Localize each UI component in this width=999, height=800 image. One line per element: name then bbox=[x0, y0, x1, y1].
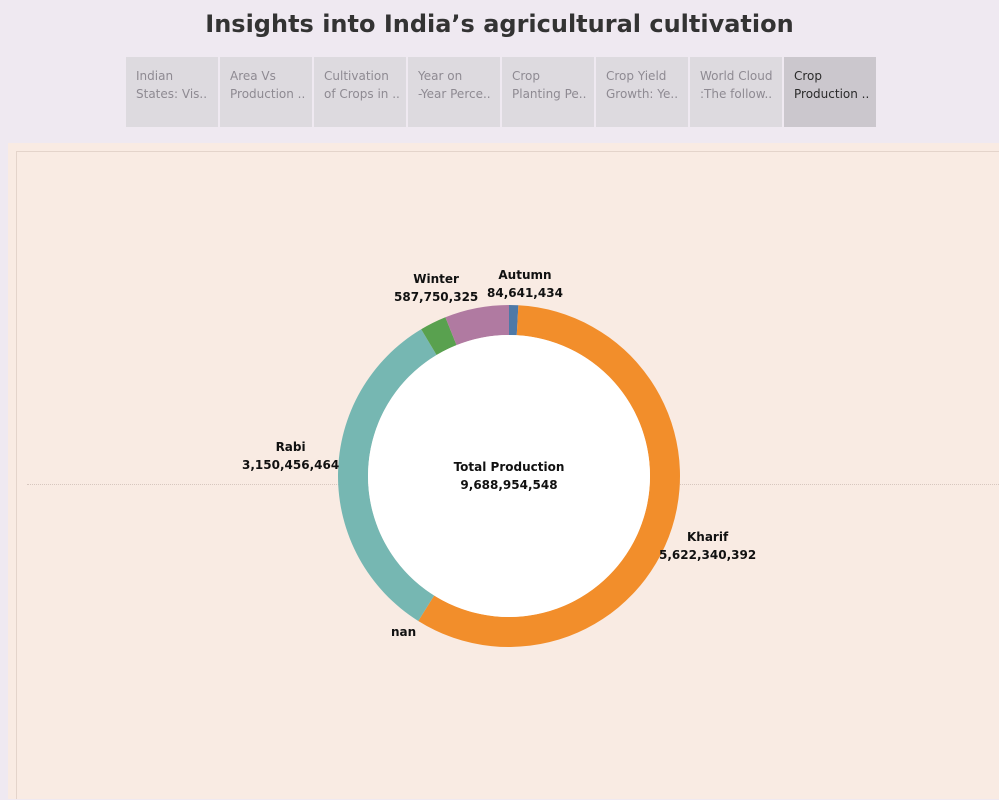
tab-area-vs-production[interactable]: Area Vs Production .. bbox=[220, 57, 312, 127]
tab-label-line2: Production .. bbox=[794, 87, 870, 101]
donut-slice-autumn[interactable] bbox=[509, 305, 519, 336]
tab-crop-production[interactable]: Crop Production .. bbox=[784, 57, 876, 127]
slice-value: 5,622,340,392 bbox=[659, 548, 757, 562]
tab-label-line1: Area Vs bbox=[230, 69, 276, 83]
center-label: Total Production bbox=[453, 460, 565, 474]
tab-label-line2: Growth: Ye.. bbox=[606, 87, 679, 101]
center-total: Total Production 9,688,954,548 bbox=[419, 458, 599, 494]
tab-crop-planting[interactable]: Crop Planting Pe.. bbox=[502, 57, 594, 127]
chart-area: Autumn 84,641,434 Kharif 5,622,340,392 R… bbox=[16, 151, 999, 799]
slice-value: 3,150,456,464 bbox=[242, 458, 340, 472]
tab-label-line2: Planting Pe.. bbox=[512, 87, 587, 101]
tab-world-cloud[interactable]: World Cloud :The follow.. bbox=[690, 57, 782, 127]
tab-year-on-year[interactable]: Year on -Year Perce.. bbox=[408, 57, 500, 127]
slice-name: Autumn bbox=[498, 268, 552, 282]
donut-chart bbox=[338, 305, 680, 647]
slice-label-kharif: Kharif 5,622,340,392 bbox=[659, 528, 756, 564]
tab-cultivation-of-crops[interactable]: Cultivation of Crops in .. bbox=[314, 57, 406, 127]
tab-label-line1: Crop Yield bbox=[606, 69, 667, 83]
tab-label-line1: World Cloud bbox=[700, 69, 773, 83]
donut-slice-winter[interactable] bbox=[445, 305, 509, 346]
slice-value: 84,641,434 bbox=[487, 286, 563, 300]
tab-label-line1: Indian bbox=[136, 69, 174, 83]
tab-label-line2: of Crops in .. bbox=[324, 87, 400, 101]
center-value: 9,688,954,548 bbox=[460, 478, 558, 492]
dashboard-title: Insights into India’s agricultural culti… bbox=[205, 10, 794, 38]
tab-label-line2: States: Vis.. bbox=[136, 87, 208, 101]
tab-label-line1: Cultivation bbox=[324, 69, 389, 83]
chart-panel: Autumn 84,641,434 Kharif 5,622,340,392 R… bbox=[8, 143, 999, 799]
tab-label-line2: Production .. bbox=[230, 87, 306, 101]
slice-name: Winter bbox=[413, 272, 459, 286]
slice-value: 587,750,325 bbox=[394, 290, 479, 304]
tab-crop-yield-growth[interactable]: Crop Yield Growth: Ye.. bbox=[596, 57, 688, 127]
tab-label-line1: Year on bbox=[418, 69, 463, 83]
tab-label-line2: :The follow.. bbox=[700, 87, 773, 101]
slice-label-winter: Winter 587,750,325 bbox=[394, 270, 478, 306]
slice-name: nan bbox=[391, 625, 417, 639]
slice-name: Kharif bbox=[686, 530, 729, 544]
donut-slice-rabi[interactable] bbox=[338, 329, 437, 621]
slice-label-rabi: Rabi 3,150,456,464 bbox=[242, 438, 339, 474]
tab-label-line1: Crop bbox=[512, 69, 541, 83]
donut-slice-nan[interactable] bbox=[421, 317, 457, 356]
story-tabs: Indian States: Vis.. Area Vs Production ..… bbox=[126, 57, 878, 127]
slice-label-nan: nan bbox=[391, 623, 416, 641]
slice-name: Rabi bbox=[275, 440, 306, 454]
tab-label-line1: Crop bbox=[794, 69, 823, 83]
donut-slice-kharif[interactable] bbox=[418, 305, 680, 647]
tab-label-line2: -Year Perce.. bbox=[418, 87, 491, 101]
donut-hole bbox=[368, 335, 650, 617]
tab-indian-states[interactable]: Indian States: Vis.. bbox=[126, 57, 218, 127]
slice-label-autumn: Autumn 84,641,434 bbox=[487, 266, 563, 302]
